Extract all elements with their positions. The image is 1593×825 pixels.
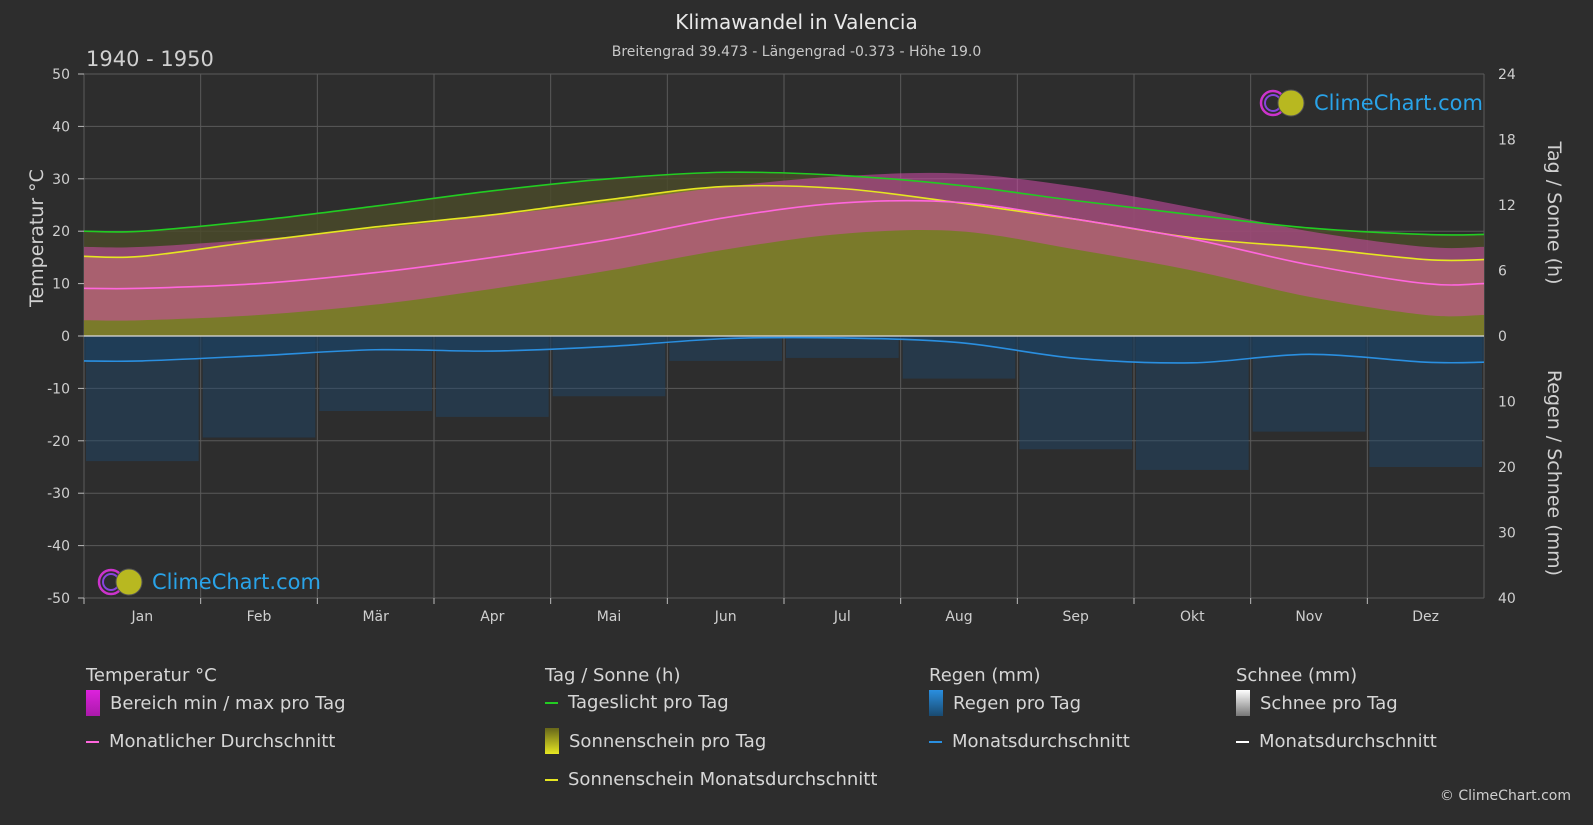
legend-swatch bbox=[929, 740, 942, 743]
x-tick-label: Mai bbox=[597, 609, 622, 625]
y-right-top-tick-label: 18 bbox=[1498, 133, 1516, 149]
x-tick-label: Jun bbox=[714, 609, 737, 625]
logo-icon bbox=[96, 567, 148, 597]
x-tick-label: Nov bbox=[1295, 609, 1322, 625]
legend-item-temp-avg: Monatlicher Durchschnitt bbox=[86, 731, 335, 752]
legend-swatch bbox=[545, 778, 558, 781]
legend-swatch bbox=[545, 728, 559, 754]
x-tick-label: Feb bbox=[247, 609, 272, 625]
legend-swatch bbox=[929, 690, 943, 716]
y-right-top-tick-label: 12 bbox=[1498, 198, 1516, 214]
legend-swatch bbox=[1236, 690, 1250, 716]
y-right-top-tick-label: 6 bbox=[1498, 264, 1507, 280]
chart-title: Klimawandel in Valencia bbox=[675, 10, 918, 34]
legend-item-snow-day: Schnee pro Tag bbox=[1236, 690, 1398, 716]
legend-swatch bbox=[1236, 740, 1249, 743]
y-right-bottom-tick-label: 30 bbox=[1498, 526, 1516, 542]
chart-subtitle: Breitengrad 39.473 - Längengrad -0.373 -… bbox=[611, 44, 982, 60]
y-left-tick-label: -30 bbox=[47, 486, 70, 502]
temperature-average-line bbox=[83, 199, 1485, 290]
y-left-tick-label: -50 bbox=[47, 591, 70, 607]
legend-item-daylight: Tageslicht pro Tag bbox=[545, 692, 729, 713]
x-tick-label: Okt bbox=[1180, 609, 1205, 625]
x-tick-label: Jan bbox=[131, 609, 154, 625]
sunshine-average-line bbox=[83, 184, 1485, 262]
logo-bottom: ClimeChart.com bbox=[96, 567, 321, 597]
rain-average-area bbox=[84, 336, 1484, 363]
y-right-top-tick-label: 0 bbox=[1498, 329, 1507, 345]
y-left-tick-label: 20 bbox=[52, 224, 70, 240]
y-axis-right-bottom-title: Regen / Schnee (mm) bbox=[1543, 370, 1565, 576]
y-axis-left-title: Temperatur °C bbox=[26, 169, 48, 308]
x-tick-label: Mär bbox=[362, 609, 389, 625]
legend-item-rain-avg: Monatsdurchschnitt bbox=[929, 731, 1130, 752]
x-tick-label: Dez bbox=[1412, 609, 1439, 625]
y-left-tick-label: -20 bbox=[47, 434, 70, 450]
period-label: 1940 - 1950 bbox=[86, 47, 214, 71]
y-left-tick-label: 30 bbox=[52, 172, 70, 188]
x-tick-label: Jul bbox=[833, 609, 851, 625]
temperature-range-area bbox=[84, 172, 1484, 321]
logo-text: ClimeChart.com bbox=[1314, 91, 1483, 115]
legend-item-temp-range: Bereich min / max pro Tag bbox=[86, 690, 346, 716]
legend-item-rain-day: Regen pro Tag bbox=[929, 690, 1081, 716]
x-tick-label: Aug bbox=[945, 609, 972, 625]
x-tick-label: Apr bbox=[480, 609, 504, 625]
y-left-tick-label: -40 bbox=[47, 539, 70, 555]
logo-text: ClimeChart.com bbox=[152, 570, 321, 594]
legend-heading-rain: Regen (mm) bbox=[929, 665, 1041, 686]
legend-item-snow-avg: Monatsdurchschnitt bbox=[1236, 731, 1437, 752]
copyright: © ClimeChart.com bbox=[1439, 788, 1571, 804]
legend-heading-snow: Schnee (mm) bbox=[1236, 665, 1358, 686]
legend-heading-sun: Tag / Sonne (h) bbox=[545, 665, 681, 686]
y-right-bottom-tick-label: 20 bbox=[1498, 460, 1516, 476]
legend-heading-temperature: Temperatur °C bbox=[86, 665, 217, 686]
y-left-tick-label: -10 bbox=[47, 381, 70, 397]
y-left-tick-label: 40 bbox=[52, 119, 70, 135]
y-left-tick-label: 50 bbox=[52, 67, 70, 83]
logo-top: ClimeChart.com bbox=[1258, 88, 1483, 118]
data-lines bbox=[83, 171, 1485, 364]
climate-chart: 50 40 30 20 10 0 -10 -20 -30 -40 -50 24 18 12 6 0 10 20 30… bbox=[26, 67, 1565, 625]
y-left-tick-label: 0 bbox=[61, 329, 70, 345]
rain-daily-bar bbox=[786, 336, 899, 358]
legend-item-sunshine-avg: Sonnenschein Monatsdurchschnitt bbox=[545, 769, 877, 790]
y-right-bottom-tick-label: 40 bbox=[1498, 591, 1516, 607]
legend-swatch bbox=[86, 740, 99, 743]
legend-swatch bbox=[86, 690, 100, 716]
logo-icon bbox=[1258, 88, 1310, 118]
y-right-bottom-tick-label: 10 bbox=[1498, 395, 1516, 411]
legend-item-sunshine-day: Sonnenschein pro Tag bbox=[545, 728, 766, 754]
x-tick-label: Sep bbox=[1062, 609, 1089, 625]
rain-average-line bbox=[83, 336, 1485, 364]
legend-swatch bbox=[545, 701, 558, 704]
daylight-line bbox=[83, 171, 1485, 236]
data-areas bbox=[84, 172, 1484, 470]
axis-ticks: 50 40 30 20 10 0 -10 -20 -30 -40 -50 24 18 12 6 0 10 20 30… bbox=[47, 67, 1516, 625]
y-axis-right-top-title: Tag / Sonne (h) bbox=[1543, 140, 1565, 284]
y-left-tick-label: 10 bbox=[52, 277, 70, 293]
y-right-top-tick-label: 24 bbox=[1498, 67, 1516, 83]
